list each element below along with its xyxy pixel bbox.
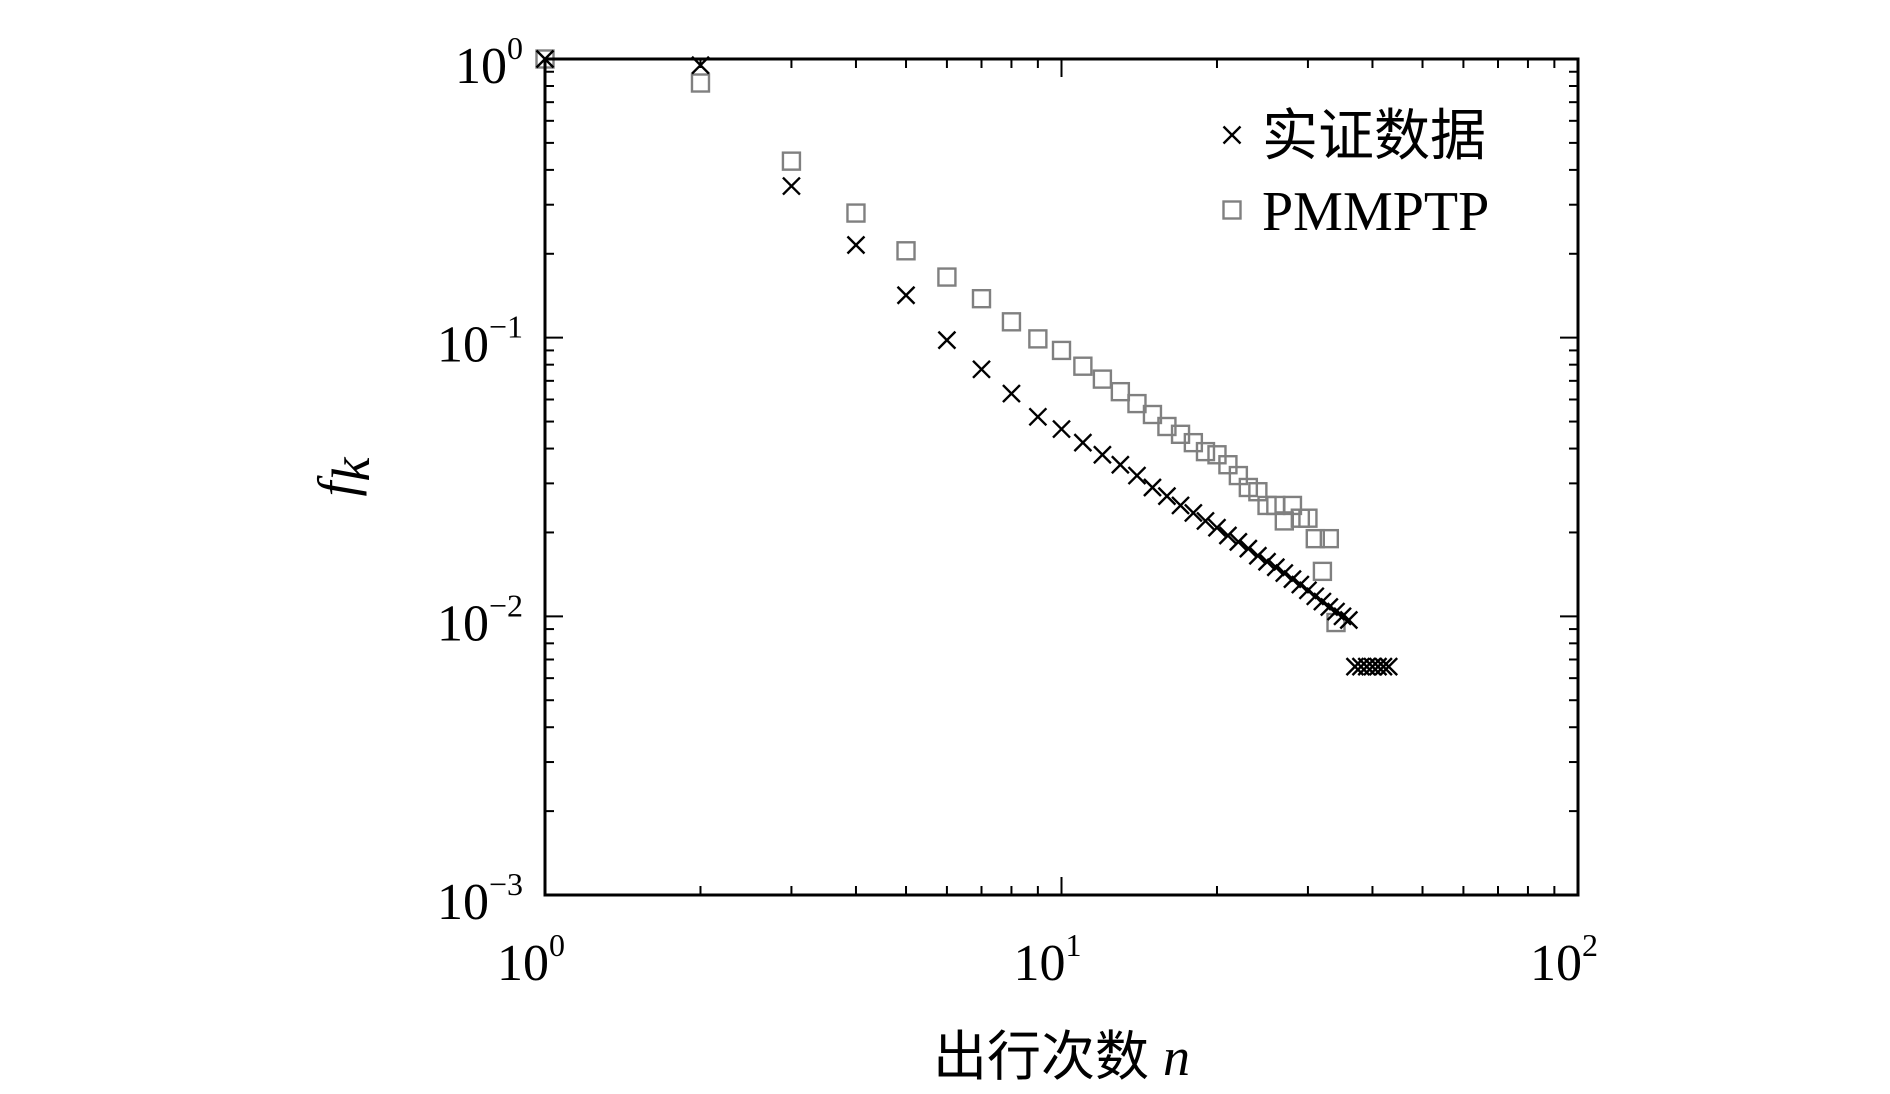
- point-pmmptp: [1051, 340, 1072, 361]
- point-empirical: [1274, 563, 1294, 583]
- point-empirical: [1257, 552, 1277, 572]
- point-empirical: [1283, 569, 1302, 589]
- point-pmmptp: [1110, 381, 1131, 402]
- y-tick-label: 100: [455, 30, 523, 95]
- point-empirical: [1073, 433, 1093, 453]
- point-pmmptp: [1001, 312, 1022, 332]
- point-pmmptp: [1305, 528, 1325, 549]
- point-empirical: [1238, 539, 1258, 558]
- x-tick-exponent: 2: [1582, 927, 1598, 963]
- point-empirical: [1143, 478, 1162, 497]
- y-tick-base: 10: [437, 874, 489, 931]
- point-pmmptp: [781, 151, 802, 171]
- x-tick-label: 102: [1530, 927, 1598, 992]
- y-tick-label: 10−3: [437, 866, 523, 931]
- point-pmmptp: [937, 267, 957, 287]
- point-empirical: [937, 330, 957, 350]
- x-axis-title-text: 出行次数: [933, 1025, 1149, 1088]
- point-empirical: [1171, 496, 1190, 515]
- point-pmmptp: [1127, 393, 1147, 414]
- y-tick-exponent: −3: [489, 866, 523, 902]
- legend-x-marker: [1222, 125, 1242, 145]
- point-empirical: [1093, 445, 1112, 465]
- point-pmmptp: [1218, 455, 1238, 475]
- point-empirical: [1157, 486, 1177, 506]
- point-empirical: [1207, 518, 1227, 538]
- x-axis-title: 出行次数 n: [933, 1025, 1190, 1088]
- x-tick-exponent: 1: [1066, 927, 1082, 963]
- point-empirical: [1002, 384, 1021, 403]
- point-pmmptp: [1319, 528, 1340, 549]
- point-empirical: [1218, 526, 1238, 545]
- point-empirical: [1196, 511, 1215, 531]
- point-empirical: [1229, 532, 1248, 552]
- y-tick-base: 10: [437, 595, 489, 652]
- x-tick-base: 10: [1014, 935, 1066, 992]
- y-tick-exponent: −2: [489, 587, 523, 623]
- x-tick-base: 10: [1530, 935, 1582, 992]
- legend-label-pmmptp: PMMPTP: [1262, 181, 1489, 243]
- point-empirical: [846, 235, 866, 255]
- point-empirical: [1248, 546, 1268, 566]
- legend: 实证数据 PMMPTP: [1222, 106, 1489, 243]
- point-pmmptp: [896, 241, 916, 261]
- point-empirical: [972, 359, 991, 379]
- point-pmmptp: [1073, 356, 1093, 376]
- point-pmmptp: [1195, 441, 1216, 462]
- legend-marker-empirical: [1222, 125, 1242, 145]
- point-empirical: [1127, 466, 1147, 485]
- point-empirical: [1111, 455, 1130, 475]
- point-pmmptp: [1028, 329, 1048, 349]
- point-empirical: [1333, 606, 1352, 626]
- point-pmmptp: [1142, 404, 1163, 425]
- point-empirical: [782, 176, 801, 196]
- x-tick-exponent: 0: [549, 927, 565, 963]
- y-tick-exponent: −1: [489, 309, 523, 345]
- x-tick-base: 10: [497, 935, 549, 992]
- y-tick-exponent: 0: [507, 30, 523, 66]
- y-tick-base: 10: [455, 38, 507, 95]
- point-pmmptp: [846, 203, 866, 223]
- point-empirical: [1379, 657, 1399, 676]
- series-pmmptp: [535, 49, 1346, 633]
- point-empirical: [1052, 419, 1071, 439]
- y-axis-title-sub: k: [321, 456, 381, 481]
- x-tick-label: 100: [497, 927, 565, 992]
- y-tick-base: 10: [437, 317, 489, 374]
- point-empirical: [1028, 407, 1048, 427]
- point-empirical: [1290, 575, 1310, 594]
- legend-marker-pmmptp: [1222, 200, 1242, 220]
- point-pmmptp: [1228, 465, 1249, 486]
- point-pmmptp: [1092, 369, 1113, 389]
- point-empirical: [1374, 657, 1393, 676]
- point-pmmptp: [971, 288, 992, 309]
- point-pmmptp: [1207, 445, 1227, 465]
- point-empirical: [896, 285, 916, 305]
- y-axis-title: fk: [307, 456, 381, 496]
- x-axis-title-var: n: [1163, 1027, 1190, 1087]
- point-empirical: [1266, 557, 1286, 577]
- x-tick-label: 101: [1014, 927, 1082, 992]
- point-empirical: [1183, 503, 1203, 523]
- point-empirical: [1339, 610, 1359, 630]
- data-points: [535, 49, 1399, 676]
- y-tick-label: 10−2: [437, 587, 523, 652]
- y-tick-label: 10−1: [437, 309, 523, 374]
- point-pmmptp: [1298, 508, 1318, 528]
- point-pmmptp: [690, 73, 711, 93]
- legend-square-marker: [1222, 200, 1242, 220]
- point-pmmptp: [1312, 561, 1333, 582]
- legend-label-empirical: 实证数据: [1262, 106, 1486, 168]
- plot-frame: [543, 57, 1580, 897]
